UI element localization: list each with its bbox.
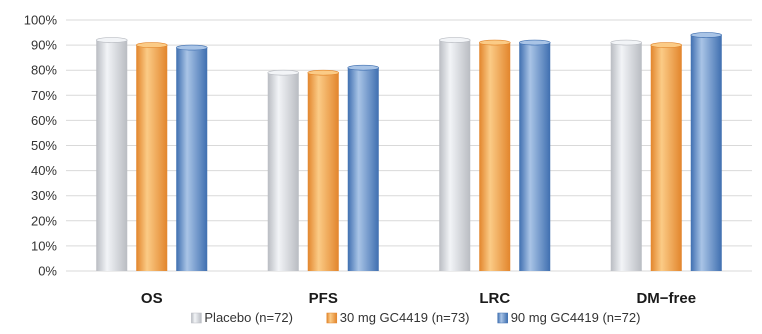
- bar: [347, 67, 379, 271]
- bar-cap: [95, 37, 128, 43]
- y-tick-label: 10%: [31, 238, 57, 253]
- bar-cap: [610, 39, 643, 46]
- y-tick-label: 20%: [31, 213, 57, 228]
- bar: [690, 35, 722, 272]
- bar-cap: [135, 42, 168, 48]
- bar: [136, 45, 168, 271]
- y-tick-label: 30%: [31, 188, 57, 203]
- bar: [96, 40, 128, 271]
- bar-cap: [307, 69, 340, 76]
- bar-cap: [267, 69, 300, 76]
- legend-swatch: [326, 312, 338, 324]
- legend-swatch: [191, 312, 202, 324]
- legend-label: Placebo (n=72): [204, 310, 293, 325]
- x-category-label: PFS: [309, 290, 338, 307]
- x-category-label: LRC: [479, 290, 510, 307]
- bar-cap: [175, 44, 208, 51]
- bar: [650, 45, 682, 271]
- bar: [479, 42, 511, 272]
- bar-cap: [650, 42, 683, 48]
- legend-label: 90 mg GC4419 (n=72): [511, 310, 641, 325]
- x-category-label: OS: [141, 290, 163, 307]
- y-tick-label: 40%: [31, 163, 57, 178]
- legend-label: 30 mg GC4419 (n=73): [340, 310, 470, 325]
- bar: [439, 40, 471, 271]
- bar: [610, 42, 642, 272]
- bar-cap: [518, 39, 551, 46]
- bar-cap: [438, 37, 471, 43]
- bar: [267, 72, 299, 272]
- bar-cap: [690, 32, 723, 38]
- y-tick-label: 60%: [31, 113, 57, 128]
- y-tick-label: 50%: [31, 138, 57, 153]
- bar-cap: [478, 39, 511, 46]
- bar: [519, 42, 551, 272]
- y-tick-label: 70%: [31, 88, 57, 103]
- bar-cap: [347, 64, 380, 71]
- bar: [176, 47, 208, 271]
- y-tick-label: 90%: [31, 38, 57, 53]
- y-tick-label: 0%: [38, 264, 57, 279]
- legend-swatch: [497, 312, 508, 324]
- y-tick-label: 80%: [31, 63, 57, 78]
- x-category-label: DM−free: [636, 290, 696, 307]
- y-tick-label: 100%: [24, 13, 58, 28]
- bar: [307, 72, 339, 272]
